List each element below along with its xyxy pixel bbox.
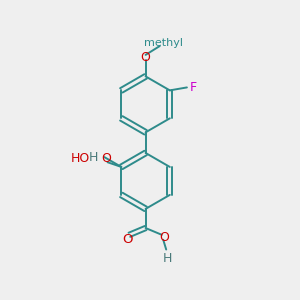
- Text: O: O: [122, 233, 133, 246]
- Text: H: H: [163, 253, 172, 266]
- Text: O: O: [159, 231, 169, 244]
- Text: F: F: [190, 81, 197, 94]
- Text: O: O: [101, 152, 111, 165]
- Text: O: O: [141, 51, 151, 64]
- Text: H: H: [88, 151, 98, 164]
- Text: HO: HO: [70, 152, 90, 165]
- Text: methyl: methyl: [144, 38, 183, 47]
